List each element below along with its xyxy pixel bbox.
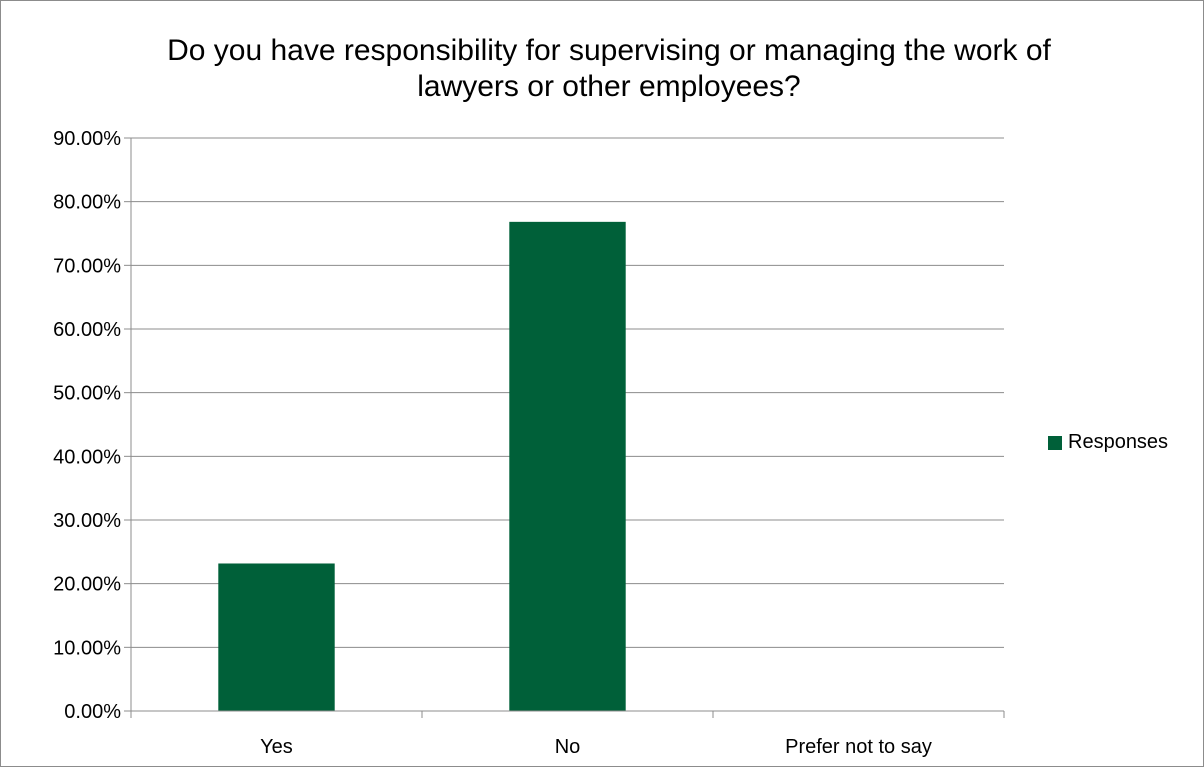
x-tick-label: No [555, 736, 581, 758]
x-tick-label: Prefer not to say [785, 736, 932, 758]
y-tick-label: 10.00% [53, 637, 121, 659]
y-tick-label: 40.00% [53, 446, 121, 468]
y-tick-label: 50.00% [53, 383, 121, 405]
legend-label: Responses [1068, 431, 1169, 453]
y-tick-label: 60.00% [53, 319, 121, 341]
x-axis-tick-labels: Yes No Prefer not to say [260, 736, 932, 758]
bars [218, 221, 626, 711]
y-tick-label: 90.00% [53, 128, 121, 150]
chart-title: Do you have responsibility for supervisi… [167, 34, 1051, 103]
y-tick-label: 70.00% [53, 255, 121, 277]
x-tick-label: Yes [260, 736, 293, 758]
bar-no [509, 221, 626, 711]
y-axis-tick-labels: 0.00% 10.00% 20.00% 30.00% 40.00% 50.00% 60.00… [53, 128, 121, 723]
y-tick-label: 0.00% [64, 701, 121, 723]
y-tick-label: 80.00% [53, 192, 121, 214]
axes [124, 137, 1005, 718]
y-tick-label: 20.00% [53, 574, 121, 596]
y-tick-label: 30.00% [53, 510, 121, 532]
bar-yes [218, 563, 335, 711]
legend-swatch [1048, 435, 1062, 450]
legend: Responses [1048, 431, 1168, 454]
